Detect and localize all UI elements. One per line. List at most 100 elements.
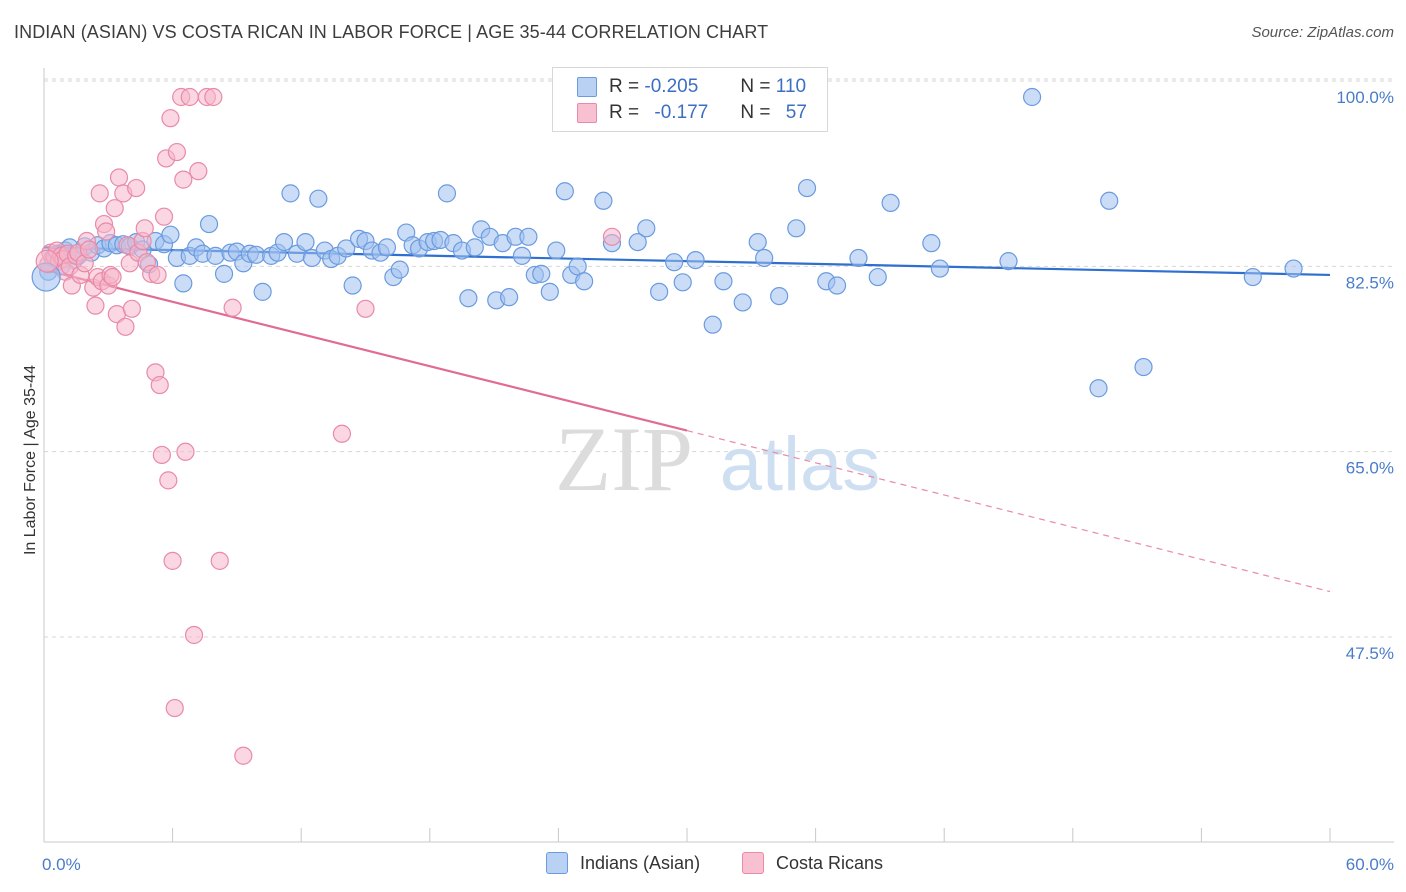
point-indians bbox=[519, 227, 538, 246]
point-costa-ricans bbox=[332, 424, 352, 443]
point-costa-ricans bbox=[174, 170, 193, 189]
point-indians bbox=[650, 282, 669, 301]
legend-row-costa-ricans: R = -0.177 N = 57 bbox=[577, 101, 807, 125]
point-indians bbox=[500, 288, 519, 307]
y-tick-label: 100.0% bbox=[1336, 88, 1394, 107]
point-indians bbox=[281, 184, 300, 203]
point-indians bbox=[797, 178, 817, 198]
watermark: ZIP atlas bbox=[555, 408, 880, 510]
point-indians bbox=[555, 182, 574, 201]
point-costa-ricans bbox=[204, 87, 223, 107]
point-costa-ricans bbox=[150, 375, 169, 395]
legend-item-indians: Indians (Asian) bbox=[546, 852, 700, 874]
point-indians bbox=[309, 189, 328, 208]
y-tick-label: 47.5% bbox=[1346, 644, 1394, 663]
legend-n-value: 57 bbox=[785, 102, 807, 123]
bottom-legend: Indians (Asian) Costa Ricans bbox=[0, 852, 1406, 878]
legend-item-costa-ricans: Costa Ricans bbox=[742, 852, 883, 874]
y-axis-label: In Labor Force | Age 35-44 bbox=[22, 365, 39, 555]
legend-swatch-costa-ricans bbox=[742, 852, 764, 874]
point-indians bbox=[343, 276, 362, 295]
point-indians bbox=[459, 289, 478, 308]
trend-line-costa-ricans bbox=[43, 268, 688, 432]
point-costa-ricans bbox=[184, 625, 204, 645]
point-indians bbox=[199, 214, 219, 234]
point-indians bbox=[337, 239, 356, 258]
point-indians bbox=[1022, 87, 1042, 107]
point-indians bbox=[665, 253, 684, 272]
point-indians bbox=[637, 219, 656, 238]
point-indians bbox=[673, 273, 692, 292]
legend-n-label: N = bbox=[740, 102, 771, 123]
point-indians bbox=[999, 252, 1018, 271]
point-costa-ricans bbox=[116, 317, 135, 336]
point-indians bbox=[512, 246, 532, 265]
legend-label-indians: Indians (Asian) bbox=[580, 852, 701, 873]
trend-line-costa-ricans-extension bbox=[686, 430, 1331, 593]
point-costa-ricans bbox=[154, 207, 174, 226]
point-costa-ricans bbox=[90, 184, 109, 203]
legend-row-indians: R = -0.205 N = 110 bbox=[577, 75, 806, 99]
point-indians bbox=[881, 193, 900, 213]
source-label: Source: ZipAtlas.com bbox=[1251, 24, 1394, 41]
point-costa-ricans bbox=[79, 240, 99, 259]
point-indians bbox=[540, 282, 559, 301]
point-costa-ricans bbox=[109, 168, 129, 187]
legend-n-value: 110 bbox=[775, 76, 807, 97]
tick-labels: 100.0% 82.5% 65.0% 47.5% 0.0% 60.0% bbox=[42, 88, 1394, 874]
point-costa-ricans bbox=[180, 87, 199, 107]
point-indians bbox=[755, 248, 774, 268]
point-costa-ricans bbox=[163, 551, 182, 570]
point-indians bbox=[247, 245, 266, 264]
point-indians bbox=[827, 276, 847, 295]
legend-stats: R = -0.205 N = 110 R = -0.177 N = 57 bbox=[552, 67, 828, 132]
legend-swatch-indians bbox=[546, 852, 568, 874]
legend-r-value: -0.177 bbox=[654, 102, 709, 123]
point-indians bbox=[206, 246, 225, 265]
point-indians bbox=[465, 238, 484, 257]
watermark-zip: ZIP bbox=[555, 408, 693, 510]
point-indians bbox=[770, 287, 789, 306]
axes bbox=[43, 68, 1394, 843]
data-points bbox=[31, 87, 1303, 765]
point-costa-ricans bbox=[159, 471, 178, 490]
legend-label-costa-ricans: Costa Ricans bbox=[776, 852, 884, 873]
point-costa-ricans bbox=[167, 142, 186, 162]
legend-swatch-indians bbox=[577, 77, 597, 97]
point-costa-ricans bbox=[602, 227, 622, 246]
point-costa-ricans bbox=[152, 445, 171, 465]
point-costa-ricans bbox=[189, 162, 208, 181]
point-indians bbox=[547, 241, 566, 260]
point-costa-ricans bbox=[356, 299, 375, 318]
point-indians bbox=[930, 259, 950, 278]
legend-r-value: -0.205 bbox=[644, 76, 699, 97]
point-indians bbox=[703, 315, 722, 334]
legend-r-label: R = bbox=[609, 102, 640, 123]
point-indians bbox=[174, 274, 193, 293]
point-indians bbox=[628, 232, 647, 252]
y-tick-label: 65.0% bbox=[1346, 459, 1394, 478]
legend-n-label: N = bbox=[740, 76, 771, 97]
point-indians bbox=[594, 191, 613, 210]
point-indians bbox=[437, 184, 457, 203]
x-tick-label-max: 60.0% bbox=[1346, 855, 1394, 874]
point-indians bbox=[1089, 379, 1108, 398]
point-costa-ricans bbox=[165, 698, 184, 718]
point-indians bbox=[377, 238, 397, 257]
point-costa-ricans bbox=[105, 199, 124, 218]
point-indians bbox=[714, 272, 733, 291]
point-indians bbox=[849, 248, 868, 268]
point-indians bbox=[868, 267, 887, 287]
legend-r-label: R = bbox=[609, 76, 640, 97]
gridlines bbox=[44, 78, 1392, 638]
point-indians bbox=[296, 232, 315, 252]
point-costa-ricans bbox=[103, 267, 122, 287]
point-costa-ricans bbox=[86, 296, 105, 315]
watermark-atlas: atlas bbox=[720, 422, 881, 507]
point-costa-ricans bbox=[97, 222, 116, 241]
point-costa-ricans bbox=[210, 551, 229, 570]
point-costa-ricans bbox=[223, 298, 242, 317]
point-costa-ricans bbox=[148, 265, 167, 285]
y-tick-label: 82.5% bbox=[1346, 273, 1394, 292]
